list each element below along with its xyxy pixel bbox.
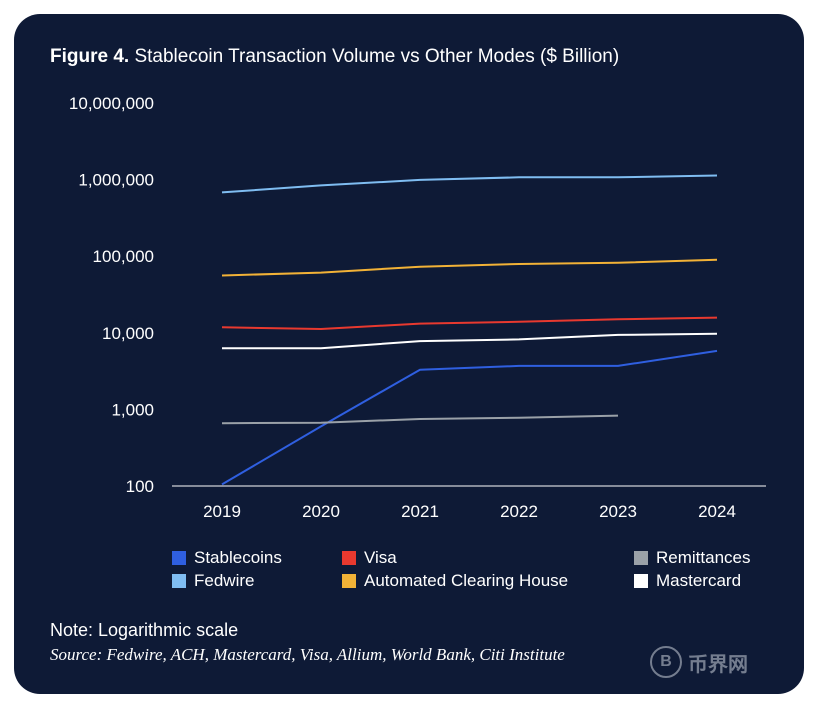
legend-label: Fedwire <box>194 571 255 590</box>
series-line-remittances <box>221 414 619 425</box>
legend-item-remittances: Remittances <box>634 548 750 568</box>
series-line-stablecoins <box>221 349 718 486</box>
legend-label: Automated Clearing House <box>364 571 569 590</box>
series-line-visa <box>221 316 718 330</box>
y-tick-label: 1,000,000 <box>78 171 154 190</box>
watermark: B 币界网 <box>650 646 748 678</box>
legend-item-stablecoins: Stablecoins <box>172 548 282 568</box>
legend-item-fedwire: Fedwire <box>172 571 254 591</box>
chart-title-text: Stablecoin Transaction Volume vs Other M… <box>134 46 620 67</box>
x-tick-label: 2019 <box>203 502 241 521</box>
legend-label: Mastercard <box>656 571 742 590</box>
legend-swatch <box>172 551 186 565</box>
x-tick-label: 2023 <box>599 502 637 521</box>
y-tick-label: 100 <box>126 477 154 496</box>
legend-swatch <box>634 551 648 565</box>
x-tick-label: 2022 <box>500 502 538 521</box>
legend-swatch <box>634 574 648 588</box>
chart-card: Figure 4. Stablecoin Transaction Volume … <box>14 14 804 694</box>
legend-swatch <box>342 551 356 565</box>
legend-label: Stablecoins <box>194 548 282 567</box>
watermark-coin-icon: B <box>650 646 682 678</box>
legend-swatch <box>342 574 356 588</box>
series-line-mastercard <box>222 332 718 350</box>
series-line-fedwire <box>221 174 718 194</box>
figure-label: Figure 4. <box>50 46 130 67</box>
legend-item-automated-clearing-house: Automated Clearing House <box>342 571 568 591</box>
chart-source: Source: Fedwire, ACH, Mastercard, Visa, … <box>50 645 565 664</box>
legend-item-mastercard: Mastercard <box>634 571 741 591</box>
y-tick-label: 10,000 <box>102 324 154 343</box>
y-tick-label: 100,000 <box>93 247 154 266</box>
chart-plot: 100 1,000 10,000 100,000 1,000,000 10,000,000… <box>69 94 766 521</box>
series-line-automated-clearing-house <box>221 258 718 277</box>
legend-label: Remittances <box>656 548 751 567</box>
legend-swatch <box>172 574 186 588</box>
legend-label: Visa <box>364 548 397 567</box>
x-tick-label: 2024 <box>698 502 736 521</box>
x-tick-label: 2021 <box>401 502 439 521</box>
y-tick-label: 1,000 <box>111 400 154 419</box>
chart-note: Note: Logarithmic scale <box>50 620 239 640</box>
legend-item-visa: Visa <box>342 548 397 568</box>
x-tick-label: 2020 <box>302 502 340 521</box>
y-tick-label: 10,000,000 <box>69 94 154 113</box>
watermark-text: 币界网 <box>688 653 748 676</box>
chart-title: Figure 4. Stablecoin Transaction Volume … <box>50 46 619 68</box>
